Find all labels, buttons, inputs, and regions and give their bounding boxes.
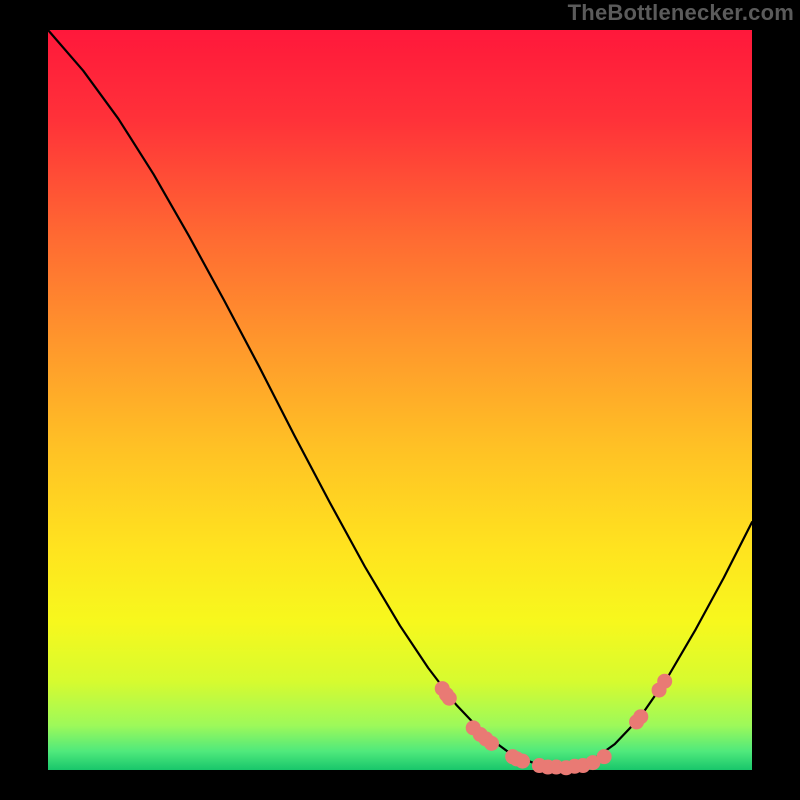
watermark-text: TheBottlenecker.com: [568, 0, 794, 26]
data-marker: [658, 674, 672, 688]
data-marker: [597, 750, 611, 764]
gradient-plot-area: [48, 30, 752, 770]
data-marker: [485, 736, 499, 750]
data-marker: [516, 754, 530, 768]
bottleneck-chart: [0, 0, 800, 800]
data-marker: [439, 688, 453, 702]
stage: TheBottlenecker.com: [0, 0, 800, 800]
data-marker: [634, 710, 648, 724]
